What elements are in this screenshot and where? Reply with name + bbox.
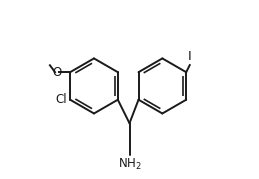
Text: Cl: Cl xyxy=(55,93,67,106)
Text: NH$_2$: NH$_2$ xyxy=(118,157,141,172)
Text: I: I xyxy=(188,50,192,63)
Text: O: O xyxy=(52,66,61,79)
